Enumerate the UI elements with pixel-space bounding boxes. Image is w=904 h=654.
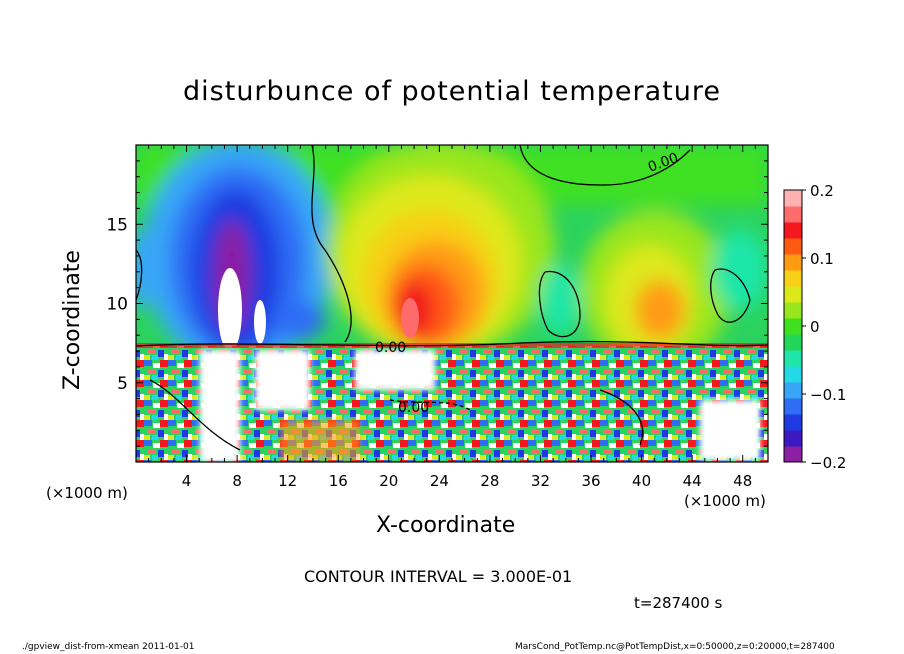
colorbar-swatch [784, 302, 802, 319]
colorbar-swatch [784, 398, 802, 415]
footer-right: MarsCond_PotTemp.nc@PotTempDist,x=0:5000… [515, 642, 835, 652]
time-label: t=287400 s [634, 594, 723, 612]
x-tick-label: 40 [632, 472, 651, 490]
contour-label: 0.00 [398, 400, 429, 416]
x-unit-label-right: (×1000 m) [684, 492, 766, 510]
colorbar-tick-label: 0 [810, 318, 820, 336]
x-tick-label: 32 [531, 472, 550, 490]
x-tick-label: 24 [430, 472, 449, 490]
colorbar-swatch [784, 318, 802, 335]
colorbar-swatch [784, 286, 802, 303]
colorbar-swatch [784, 430, 802, 447]
x-tick-label: 48 [733, 472, 752, 490]
colorbar-swatch [784, 254, 802, 271]
colorbar-swatch [784, 414, 802, 431]
colorbar-tick-label: −0.2 [810, 454, 846, 472]
colorbar-swatch [784, 238, 802, 255]
x-axis: 4 8 12 16 20 24 28 32 36 40 44 48 [148, 145, 756, 490]
contour-interval-text: CONTOUR INTERVAL = 3.000E-01 [304, 567, 573, 586]
y-tick-label: 15 [106, 215, 128, 235]
colorbar-swatch [784, 350, 802, 367]
colorbar-swatch [784, 190, 802, 207]
y-axis: 5 10 15 [106, 160, 768, 447]
colorbar-swatch [784, 382, 802, 399]
heatmap-field [136, 145, 768, 462]
x-axis-label: X-coordinate [376, 513, 516, 538]
colorbar-swatch [784, 206, 802, 223]
x-tick-label: 44 [683, 472, 702, 490]
colorbar-swatch [784, 270, 802, 287]
x-tick-label: 4 [182, 472, 192, 490]
x-tick-label: 16 [329, 472, 348, 490]
colorbar-swatch [784, 334, 802, 351]
x-tick-label: 36 [581, 472, 600, 490]
colorbar-ticks: 0.2 0.1 0 −0.1 −0.2 [802, 182, 846, 472]
colorbar-tick-label: 0.1 [810, 250, 834, 268]
x-tick-label: 28 [480, 472, 499, 490]
colorbar-tick-label: 0.2 [810, 182, 834, 200]
colorbar-swatch [784, 446, 802, 463]
colorbar-tick-label: −0.1 [810, 386, 846, 404]
colorbar [784, 190, 802, 463]
x-tick-label: 8 [232, 472, 242, 490]
footer-left: ./gpview_dist-from-xmean 2011-01-01 [22, 642, 195, 652]
y-tick-label: 10 [106, 295, 128, 315]
colorbar-swatch [784, 366, 802, 383]
colorbar-swatch [784, 222, 802, 239]
y-axis-label: Z-coordinate [60, 250, 85, 390]
y-tick-label: 5 [117, 374, 128, 394]
x-tick-label: 12 [278, 472, 297, 490]
contour-label: 0.00 [375, 340, 406, 356]
chart-title: disturbunce of potential temperature [183, 76, 721, 107]
x-unit-label-left: (×1000 m) [46, 484, 128, 502]
x-tick-label: 20 [379, 472, 398, 490]
